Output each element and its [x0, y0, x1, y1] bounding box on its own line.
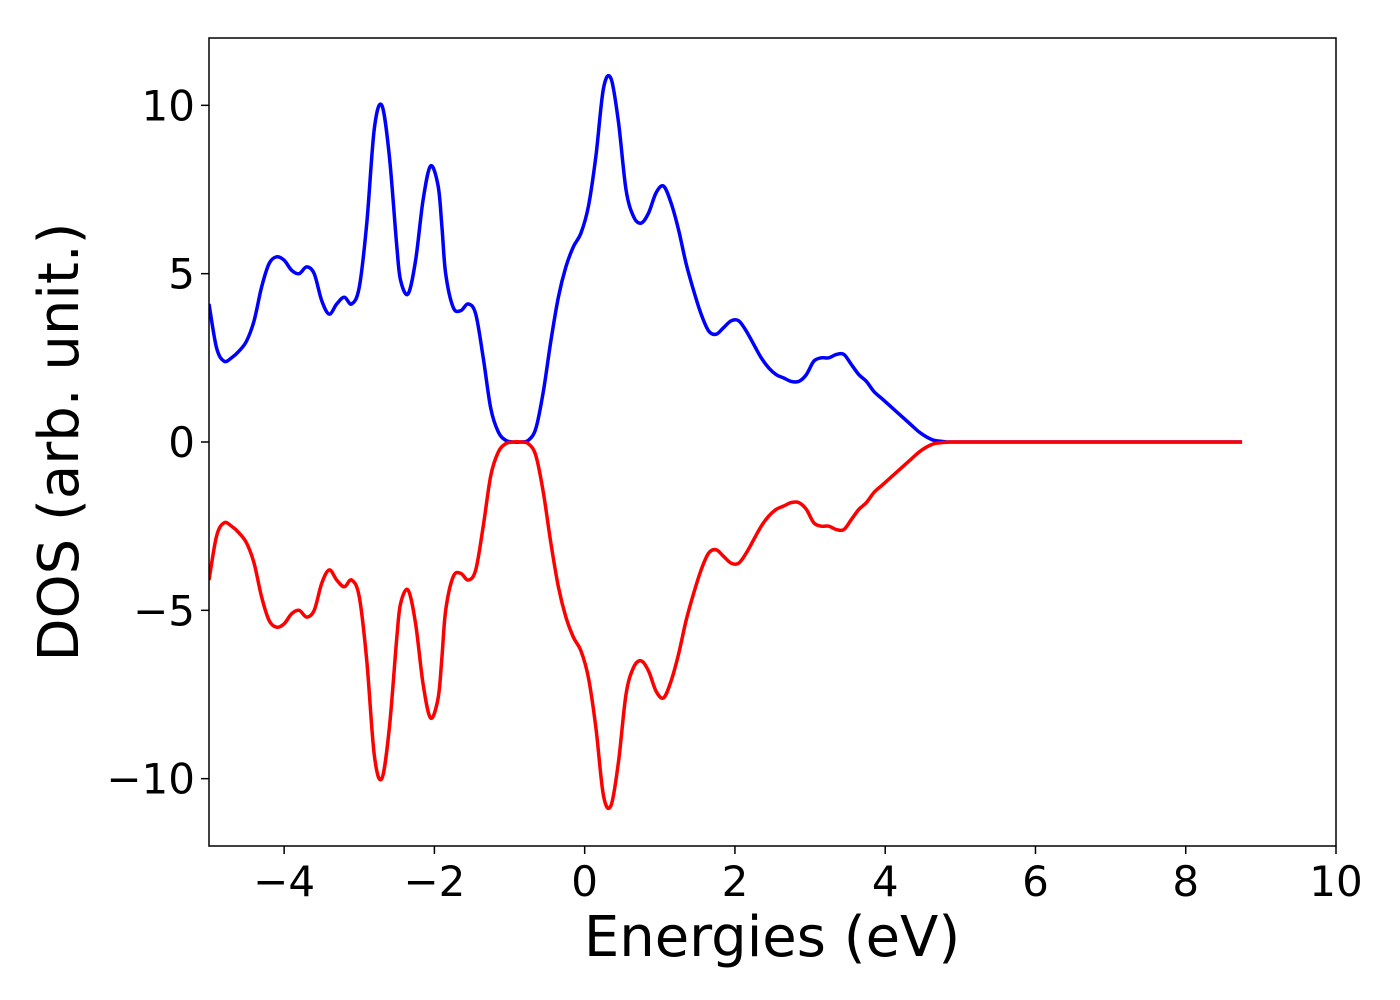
y-tick-label: 10: [142, 81, 195, 130]
x-tick-label: −2: [403, 857, 465, 906]
x-axis-label: Energies (eV): [584, 905, 960, 970]
y-axis-label: DOS (arb. unit.): [27, 222, 92, 661]
series-line-2: [209, 440, 1243, 811]
x-tick-label: 10: [1309, 857, 1362, 906]
x-axis-ticks: −4 −2 0 2 4 6 8 10: [253, 846, 1363, 906]
series-layer: [209, 73, 1243, 811]
x-tick-label: −4: [253, 857, 315, 906]
x-tick-label: 0: [571, 857, 598, 906]
y-tick-label: 0: [168, 418, 195, 467]
y-tick-label: −5: [133, 586, 195, 635]
y-tick-label: 5: [168, 250, 195, 299]
x-tick-label: 8: [1172, 857, 1199, 906]
x-tick-label: 6: [1022, 857, 1049, 906]
x-tick-label: 2: [722, 857, 749, 906]
series-line-1: [209, 73, 1243, 444]
x-tick-label: 4: [872, 857, 899, 906]
y-tick-label: −10: [106, 755, 195, 804]
y-axis-ticks: −10 −5 0 5 10: [106, 81, 209, 804]
